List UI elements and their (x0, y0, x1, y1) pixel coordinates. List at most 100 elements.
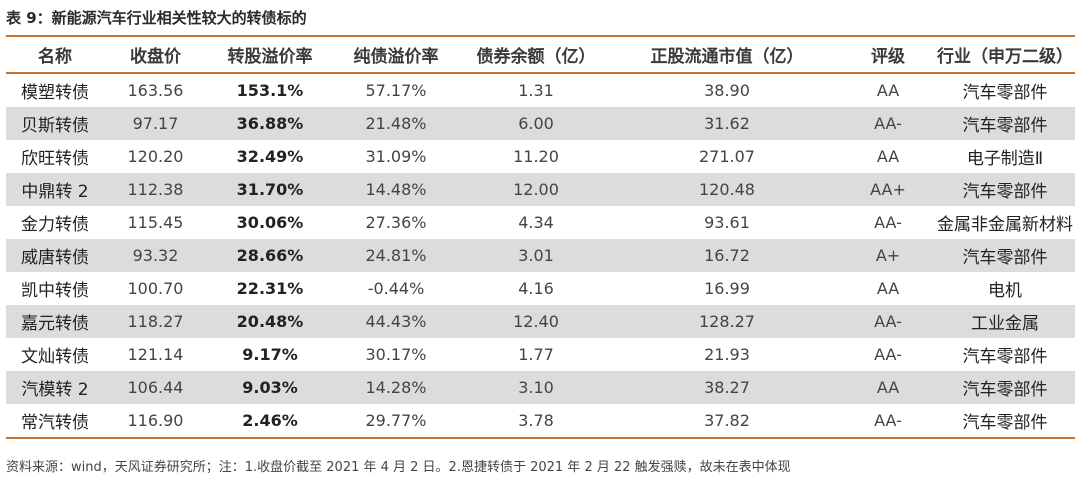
header-name: 名称 (6, 37, 104, 74)
cell-balance: 4.34 (518, 213, 554, 232)
table-row: 文灿转债 121.14 9.17% 30.17% 1.77 21.93 AA- 汽车零部件 (6, 338, 1075, 371)
cell-balance: 3.10 (459, 371, 613, 404)
cell-balance: 4.16 (518, 279, 554, 298)
cell-float-cap: 37.82 (704, 411, 750, 430)
cell-float-cap: 16.99 (704, 279, 750, 298)
cell-rating: AA- (874, 213, 902, 232)
table-row: 嘉元转债 118.27 20.48% 44.43% 12.40 128.27 AA- 工业金属 (6, 305, 1075, 338)
table-row: 模塑转债 163.56 153.1% 57.17% 1.31 38.90 AA 汽车零部件 (6, 73, 1075, 107)
cell-bond-premium: 14.28% (333, 371, 459, 404)
cell-bond-premium: 57.17% (365, 81, 427, 100)
cell-balance: 6.00 (459, 107, 613, 140)
cell-bond-premium: 14.48% (333, 173, 459, 206)
cell-name: 贝斯转债 (6, 107, 104, 140)
cell-close: 163.56 (127, 81, 184, 100)
cell-close: 112.38 (104, 173, 207, 206)
cell-conv-premium: 153.1% (236, 81, 304, 100)
cell-balance: 11.20 (513, 147, 559, 166)
cell-conv-premium: 36.88% (207, 107, 333, 140)
cell-industry: 汽车零部件 (935, 107, 1075, 140)
cell-industry: 汽车零部件 (962, 83, 1048, 103)
cell-rating: A+ (841, 239, 935, 272)
cell-name: 金力转债 (21, 215, 89, 235)
cell-bond-premium: 44.43% (333, 305, 459, 338)
cell-float-cap: 93.61 (704, 213, 750, 232)
cell-close: 100.70 (127, 279, 184, 298)
cell-name: 常汽转债 (21, 413, 89, 433)
cell-bond-premium: -0.44% (367, 279, 425, 298)
cell-bond-premium: 30.17% (365, 345, 427, 364)
cell-rating: AA- (841, 305, 935, 338)
cell-industry: 电机 (988, 281, 1022, 301)
header-row: 名称 收盘价 转股溢价率 纯债溢价率 债券余额（亿） 正股流通市值（亿） 评级 … (6, 37, 1075, 74)
cell-close: 106.44 (104, 371, 207, 404)
cell-conv-premium: 32.49% (236, 147, 304, 166)
cell-float-cap: 120.48 (613, 173, 841, 206)
cell-name: 模塑转债 (21, 83, 89, 103)
table-row: 凯中转债 100.70 22.31% -0.44% 4.16 16.99 AA 电机 (6, 272, 1075, 305)
cell-balance: 12.40 (459, 305, 613, 338)
footnote: 资料来源：wind，天风证券研究所；注：1.收盘价截至 2021 年 4 月 2… (6, 460, 791, 475)
table-row: 中鼎转 2 112.38 31.70% 14.48% 12.00 120.48 AA+ 汽车零… (6, 173, 1075, 206)
table-row: 常汽转债 116.90 2.46% 29.77% 3.78 37.82 AA- 汽车零部件 (6, 404, 1075, 437)
cell-balance: 3.01 (459, 239, 613, 272)
header-float-cap: 正股流通市值（亿） (613, 37, 841, 74)
cell-name: 欣旺转债 (21, 149, 89, 169)
cell-close: 115.45 (127, 213, 184, 232)
cell-conv-premium: 22.31% (236, 279, 304, 298)
cell-name: 嘉元转债 (6, 305, 104, 338)
bond-table: 名称 收盘价 转股溢价率 纯债溢价率 债券余额（亿） 正股流通市值（亿） 评级 … (6, 37, 1075, 437)
table-container: 名称 收盘价 转股溢价率 纯债溢价率 债券余额（亿） 正股流通市值（亿） 评级 … (6, 35, 1075, 439)
cell-conv-premium: 30.06% (236, 213, 304, 232)
cell-float-cap: 38.90 (704, 81, 750, 100)
header-close: 收盘价 (104, 37, 207, 74)
cell-rating: AA- (874, 345, 902, 364)
cell-rating: AA (876, 279, 900, 298)
cell-industry: 电子制造Ⅱ (966, 149, 1044, 169)
table-row: 贝斯转债 97.17 36.88% 21.48% 6.00 31.62 AA- 汽车零部件 (6, 107, 1075, 140)
table-row: 欣旺转债 120.20 32.49% 31.09% 11.20 271.07 AA 电子制造Ⅱ (6, 140, 1075, 173)
cell-name: 汽模转 2 (6, 371, 104, 404)
cell-float-cap: 38.27 (613, 371, 841, 404)
cell-balance: 12.00 (459, 173, 613, 206)
cell-close: 116.90 (127, 411, 184, 430)
cell-industry: 工业金属 (935, 305, 1075, 338)
cell-conv-premium: 9.03% (207, 371, 333, 404)
table-title: 表 9：新能源汽车行业相关性较大的转债标的 (6, 9, 307, 27)
cell-balance: 1.31 (518, 81, 554, 100)
cell-float-cap: 128.27 (613, 305, 841, 338)
cell-close: 93.32 (104, 239, 207, 272)
cell-bond-premium: 31.09% (365, 147, 427, 166)
cell-name: 文灿转债 (21, 347, 89, 367)
cell-float-cap: 271.07 (699, 147, 755, 166)
cell-bond-premium: 21.48% (333, 107, 459, 140)
cell-rating: AA (841, 371, 935, 404)
cell-rating: AA- (841, 107, 935, 140)
cell-name: 凯中转债 (21, 281, 89, 301)
header-balance: 债券余额（亿） (459, 37, 613, 74)
cell-industry: 汽车零部件 (935, 239, 1075, 272)
cell-industry: 汽车零部件 (962, 347, 1048, 367)
cell-rating: AA (876, 81, 900, 100)
cell-bond-premium: 29.77% (365, 411, 427, 430)
table-row: 汽模转 2 106.44 9.03% 14.28% 3.10 38.27 AA 汽车零部件 (6, 371, 1075, 404)
cell-bond-premium: 27.36% (365, 213, 427, 232)
cell-name: 中鼎转 2 (6, 173, 104, 206)
cell-rating: AA- (874, 411, 902, 430)
header-conv-premium: 转股溢价率 (207, 37, 333, 74)
header-bond-premium: 纯债溢价率 (333, 37, 459, 74)
cell-float-cap: 16.72 (613, 239, 841, 272)
cell-balance: 1.77 (518, 345, 554, 364)
cell-close: 121.14 (127, 345, 184, 364)
cell-industry: 汽车零部件 (962, 413, 1048, 433)
cell-conv-premium: 9.17% (242, 345, 298, 364)
cell-float-cap: 31.62 (613, 107, 841, 140)
cell-conv-premium: 2.46% (242, 411, 298, 430)
cell-balance: 3.78 (518, 411, 554, 430)
cell-industry: 汽车零部件 (935, 371, 1075, 404)
cell-rating: AA (876, 147, 900, 166)
cell-float-cap: 21.93 (704, 345, 750, 364)
cell-industry: 汽车零部件 (935, 173, 1075, 206)
cell-conv-premium: 28.66% (207, 239, 333, 272)
cell-close: 97.17 (104, 107, 207, 140)
